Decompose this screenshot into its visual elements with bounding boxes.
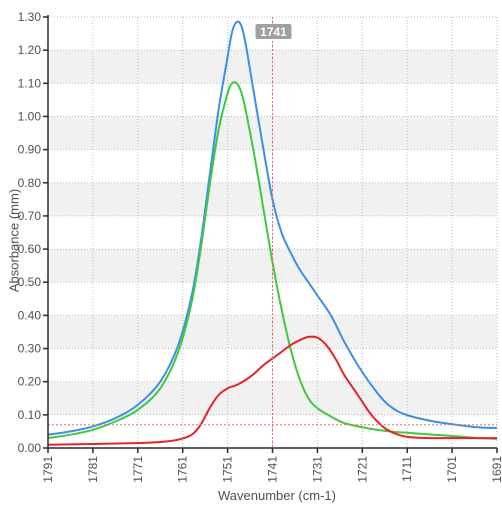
y-tick-label: 1.10 — [18, 76, 42, 90]
y-tick-labels: 0.00 0.10 0.20 0.30 0.40 0.50 0.60 0.70 0.80 0.90… — [18, 10, 42, 455]
y-tick-label: 1.30 — [18, 10, 42, 24]
series-layer — [47, 20, 498, 446]
y-tick-label: 0.60 — [18, 242, 42, 256]
y-tick-label: 1.00 — [18, 109, 42, 123]
y-axis-label: Absorbance (mm) — [7, 189, 22, 292]
x-tick-label: 1701 — [445, 456, 459, 483]
x-tick-label: 1781 — [86, 456, 100, 483]
x-tick-labels: 1791 1781 1771 1761 1751 1741 1731 1721 1711 1701… — [41, 456, 502, 483]
red-series-line — [47, 335, 498, 446]
green-series-line — [47, 81, 498, 440]
y-tick-label: 1.20 — [18, 43, 42, 57]
x-axis-label: Wavenumber (cm-1) — [218, 488, 336, 503]
cursor-badge — [255, 24, 292, 39]
y-tick-label: 0.20 — [18, 375, 42, 389]
x-tick-label: 1731 — [310, 456, 324, 483]
cursor-x-label: 1741 — [260, 25, 287, 39]
x-tick-label: 1721 — [355, 456, 369, 483]
y-tick-label: 0.10 — [18, 408, 42, 422]
x-tick-label: 1691 — [490, 456, 502, 483]
y-tick-label: 0.50 — [18, 275, 42, 289]
y-tick-label: 0.30 — [18, 342, 42, 356]
y-tick-label: 0.00 — [18, 441, 42, 455]
y-tick-label: 0.40 — [18, 308, 42, 322]
x-tick-label: 1771 — [131, 456, 145, 483]
axes — [43, 15, 498, 453]
x-tick-label: 1761 — [176, 456, 190, 483]
x-tick-label: 1741 — [266, 456, 280, 483]
x-tick-label: 1751 — [221, 456, 235, 483]
y-tick-label: 0.70 — [18, 209, 42, 223]
cursor-layer: 1741 — [48, 17, 497, 448]
x-tick-label: 1711 — [400, 456, 414, 482]
y-tick-label: 0.90 — [18, 143, 42, 157]
x-tick-label: 1791 — [41, 456, 55, 483]
blue-series-line — [47, 20, 498, 436]
y-tick-label: 0.80 — [18, 176, 42, 190]
